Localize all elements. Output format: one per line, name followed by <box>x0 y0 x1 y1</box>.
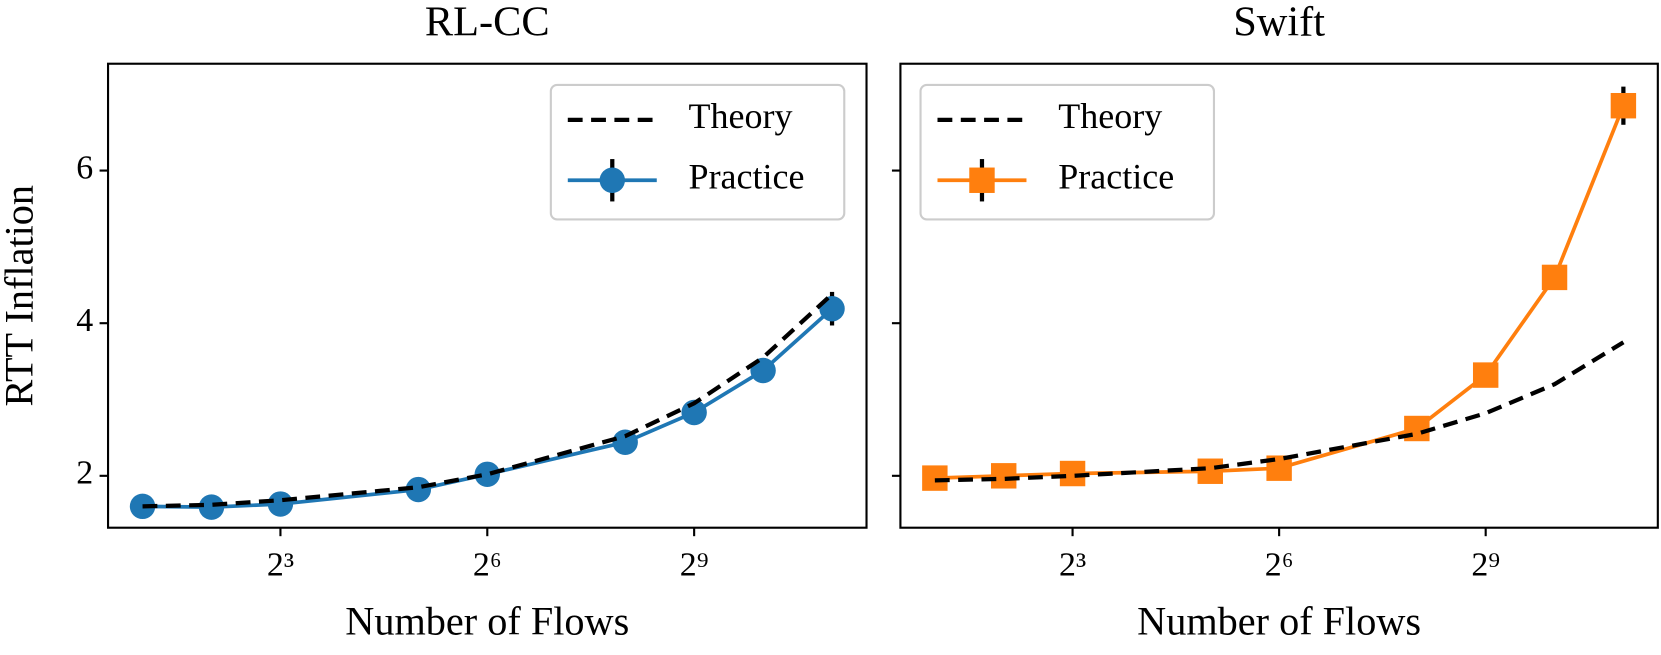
data-point <box>198 494 225 520</box>
plot-frame <box>106 62 868 529</box>
data-point <box>405 476 432 503</box>
x-tick-label: 2³ <box>267 547 294 584</box>
legend-marker <box>599 167 625 193</box>
data-point <box>1197 458 1223 484</box>
data-point <box>267 491 294 517</box>
data-point <box>129 493 156 520</box>
x-tick-label: 2⁹ <box>680 547 709 584</box>
x-tick-label: 2³ <box>1059 547 1086 584</box>
chart-title: RL-CC <box>425 0 550 45</box>
legend-marker <box>969 167 995 193</box>
x-tick-label: 2⁹ <box>1471 547 1500 584</box>
y-tick-label: 2 <box>76 455 93 492</box>
x-tick-label: 2⁶ <box>1265 547 1294 584</box>
plot-frame <box>899 62 1659 529</box>
data-point <box>1472 362 1499 388</box>
x-tick-label: 2⁶ <box>473 547 502 584</box>
legend-label: Practice <box>689 157 805 197</box>
data-point <box>990 463 1017 489</box>
chart-title: Swift <box>1233 0 1325 45</box>
data-point <box>474 461 501 488</box>
legend-label: Practice <box>1058 157 1174 197</box>
data-point <box>612 429 638 455</box>
y-tick-label: 6 <box>76 149 93 186</box>
data-point <box>1541 264 1568 291</box>
y-tick-label: 4 <box>76 302 93 339</box>
data-point <box>681 399 707 426</box>
legend-label: Theory <box>1058 96 1162 136</box>
legend-label: Theory <box>689 96 793 136</box>
x-axis-label: Number of Flows <box>1137 598 1421 643</box>
series-line <box>934 340 1625 483</box>
data-point <box>1610 92 1637 119</box>
x-axis-label: Number of Flows <box>345 598 629 643</box>
y-axis-label: RTT Inflation <box>0 185 42 407</box>
